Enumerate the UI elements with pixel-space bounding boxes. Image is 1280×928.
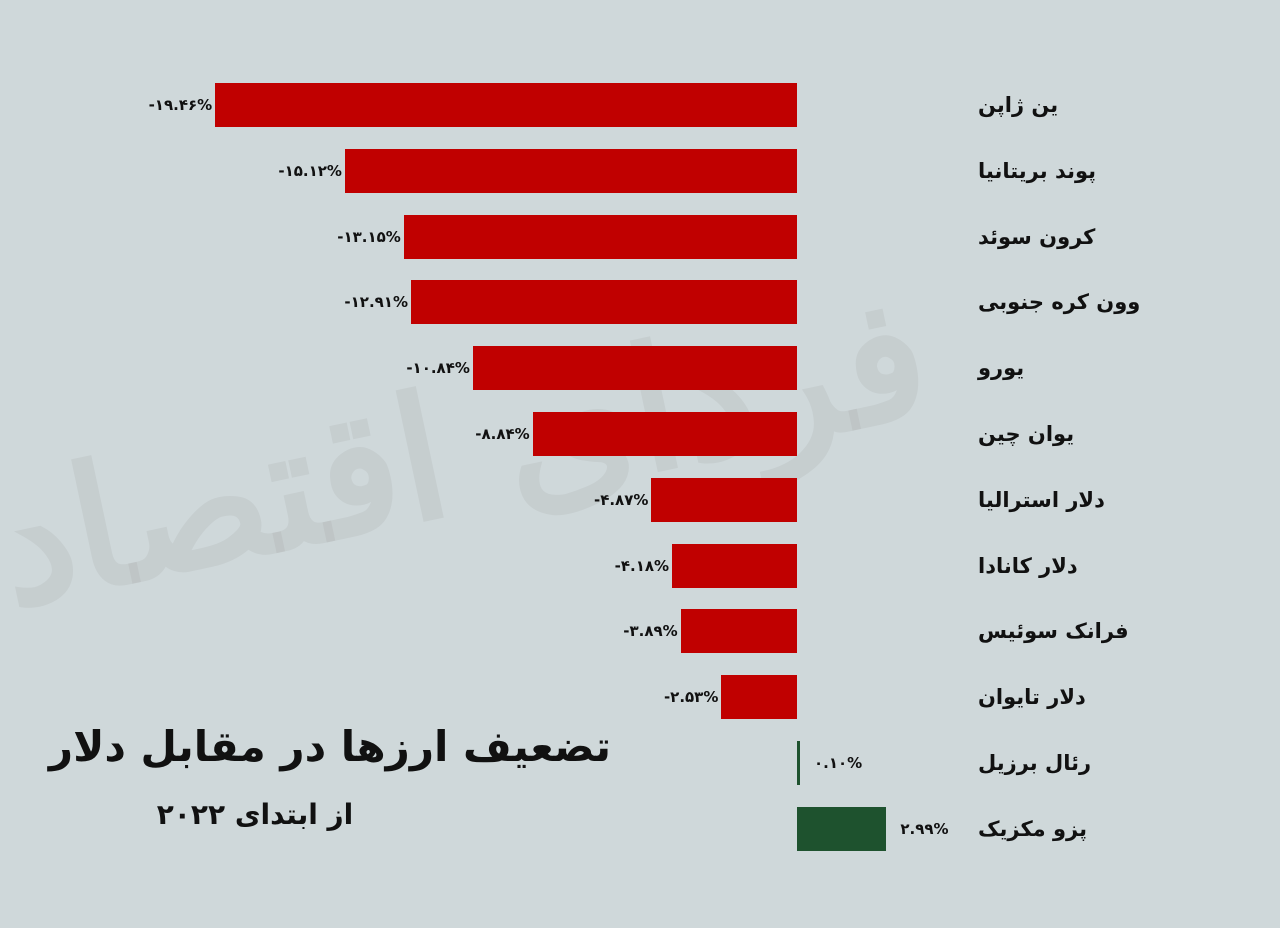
bar-negative xyxy=(532,412,797,456)
bar-negative xyxy=(215,83,797,127)
category-label: ین ژاپن xyxy=(978,93,1059,117)
chart-row: -۱۰.۸۴% یورو xyxy=(0,346,1280,392)
value-label: -۸.۸۴% xyxy=(475,425,530,443)
value-label: -۱۹.۴۶% xyxy=(148,96,213,114)
chart-row: -۱۲.۹۱% وون کره جنوبی xyxy=(0,280,1280,326)
chart-row: -۲.۵۳% دلار تایوان xyxy=(0,675,1280,721)
chart-row: ۰.۱۰% رئال برزیل xyxy=(0,741,1280,787)
chart-row: -۱۵.۱۲% پوند بریتانیا xyxy=(0,149,1280,195)
value-label: -۲.۵۳% xyxy=(663,688,719,706)
chart-row: -۴.۱۸% دلار کانادا xyxy=(0,544,1280,590)
chart-title: تضعیف ارزها در مقابل دلار xyxy=(48,722,612,771)
bar-negative xyxy=(403,215,797,259)
value-label: -۱۵.۱۲% xyxy=(278,162,342,180)
value-label: ۰.۱۰% xyxy=(813,754,863,772)
chart-row: -۳.۸۹% فرانک سوئیس xyxy=(0,609,1280,655)
category-label: یوان چین xyxy=(978,422,1075,446)
bar-positive xyxy=(797,741,800,785)
category-label: یورو xyxy=(978,356,1025,380)
value-label: -۴.۱۸% xyxy=(614,557,670,575)
bar-negative xyxy=(680,609,797,653)
category-label: دلار کانادا xyxy=(978,554,1078,578)
chart-subtitle: از ابتدای ۲۰۲۲ xyxy=(156,798,354,831)
value-label: ۲.۹۹% xyxy=(900,820,949,838)
bar-positive xyxy=(797,807,887,851)
chart-row: -۱۳.۱۵% کرون سوئد xyxy=(0,215,1280,261)
value-label: -۳.۸۹% xyxy=(623,622,678,640)
category-label: پوند بریتانیا xyxy=(978,159,1097,183)
category-label: فرانک سوئیس xyxy=(978,619,1129,643)
chart-row: -۱۹.۴۶% ین ژاپن xyxy=(0,83,1280,129)
category-label: کرون سوئد xyxy=(978,225,1096,249)
category-label: رئال برزیل xyxy=(978,751,1092,775)
value-label: -۴.۸۷% xyxy=(593,491,649,509)
bar-negative xyxy=(672,544,797,588)
bar-negative xyxy=(721,675,797,719)
category-label: وون کره جنوبی xyxy=(978,290,1141,314)
bar-negative xyxy=(651,478,797,522)
chart-row: ۲.۹۹% پزو مکزیک xyxy=(0,807,1280,853)
bar-negative xyxy=(344,149,797,193)
category-label: دلار تایوان xyxy=(978,685,1086,709)
bar-negative xyxy=(410,280,797,324)
category-label: دلار استرالیا xyxy=(978,488,1105,512)
category-label: پزو مکزیک xyxy=(978,817,1087,841)
value-label: -۱۳.۱۵% xyxy=(337,228,401,246)
value-label: -۱۲.۹۱% xyxy=(344,293,408,311)
chart-row: -۴.۸۷% دلار استرالیا xyxy=(0,478,1280,524)
bar-negative xyxy=(472,346,797,390)
value-label: -۱۰.۸۴% xyxy=(406,359,470,377)
chart-row: -۸.۸۴% یوان چین xyxy=(0,412,1280,458)
